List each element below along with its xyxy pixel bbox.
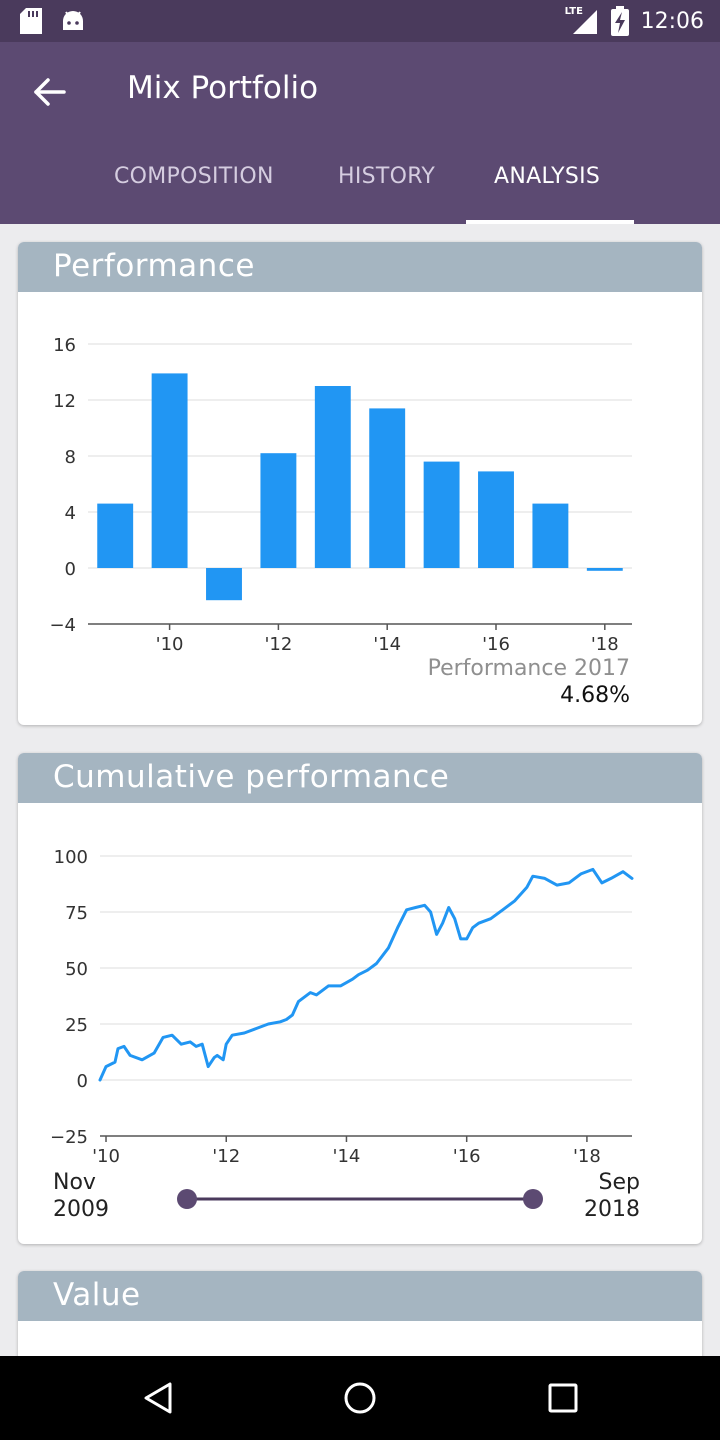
value-card-title: Value [18, 1271, 702, 1321]
performance-bar-chart: 16 12 8 4 0 −4 '10 '12 '14 '16 '18 [49, 335, 632, 655]
range-end-label: Sep 2018 [584, 1170, 640, 1222]
tab-bar: COMPOSITION HISTORY ANALYSIS [0, 152, 720, 224]
bar[interactable] [586, 568, 623, 571]
bar[interactable] [532, 503, 569, 568]
bar[interactable] [314, 386, 351, 568]
range-start-handle[interactable] [177, 1189, 197, 1209]
tab-analysis[interactable]: ANALYSIS [494, 164, 601, 189]
x-tick-label: '10 [92, 1146, 120, 1167]
range-end-handle[interactable] [523, 1189, 543, 1209]
page-title: Mix Portfolio [127, 70, 319, 106]
performance-year-label: Performance 2017 [427, 656, 630, 681]
x-tick-label: '18 [573, 1146, 601, 1167]
signal-icon: LTE [565, 6, 599, 36]
x-tick-label: '16 [482, 634, 510, 655]
bar[interactable] [260, 453, 297, 568]
tab-history[interactable]: HISTORY [338, 164, 436, 189]
y-tick-label: 0 [77, 1071, 88, 1092]
y-tick-label: 8 [65, 447, 76, 468]
nav-home-icon[interactable] [342, 1380, 378, 1416]
x-tick-label: '14 [373, 634, 401, 655]
x-tick-label: '12 [264, 634, 292, 655]
series-line [98, 867, 634, 1082]
date-range-slider[interactable] [168, 1185, 558, 1215]
y-tick-label: 4 [65, 503, 76, 524]
bar[interactable] [97, 503, 134, 568]
range-start-label: Nov 2009 [53, 1170, 109, 1222]
app-bar: Mix Portfolio COMPOSITION HISTORY ANALYS… [0, 42, 720, 224]
sd-card-icon [20, 8, 42, 34]
back-arrow-icon[interactable] [28, 70, 72, 114]
bar[interactable] [151, 373, 188, 568]
status-bar: LTE 12:06 [0, 0, 720, 42]
system-navigation-bar [0, 1356, 720, 1440]
tab-indicator [466, 220, 634, 224]
bar[interactable] [478, 471, 514, 568]
bar[interactable] [369, 408, 406, 568]
android-icon [63, 11, 83, 30]
cumulative-card-title: Cumulative performance [18, 753, 702, 803]
nav-recents-icon[interactable] [546, 1381, 580, 1415]
y-tick-label: −4 [49, 615, 76, 636]
x-tick-label: '16 [453, 1146, 481, 1167]
nav-back-icon[interactable] [140, 1380, 176, 1416]
cumulative-line-chart: 100 75 50 25 0 −25'10 '12 '14 '16 '18 [50, 847, 634, 1167]
performance-year-value: 4.68% [560, 683, 630, 708]
battery-charging-icon [610, 6, 629, 36]
y-tick-label: −25 [50, 1127, 88, 1148]
y-tick-label: 25 [65, 1015, 88, 1036]
bar[interactable] [206, 568, 242, 601]
y-tick-label: 12 [53, 391, 76, 412]
performance-card: Performance 16 12 8 4 0 −4 '10 '12 '14 '16 '18 Per… [18, 242, 702, 725]
x-tick-label: '12 [212, 1146, 240, 1167]
y-tick-label: 75 [65, 903, 88, 924]
y-tick-label: 0 [65, 559, 76, 580]
y-tick-label: 50 [65, 959, 88, 980]
y-tick-label: 16 [53, 335, 76, 356]
x-tick-label: '10 [156, 634, 184, 655]
x-tick-label: '18 [591, 634, 619, 655]
performance-card-title: Performance [18, 242, 702, 292]
clock: 12:06 [640, 8, 704, 34]
bar[interactable] [423, 461, 460, 568]
cumulative-performance-card: Cumulative performance 100 75 50 25 0 −25'10 '… [18, 753, 702, 1244]
x-tick-label: '14 [333, 1146, 361, 1167]
tab-composition[interactable]: COMPOSITION [114, 164, 274, 189]
y-tick-label: 100 [54, 847, 88, 868]
